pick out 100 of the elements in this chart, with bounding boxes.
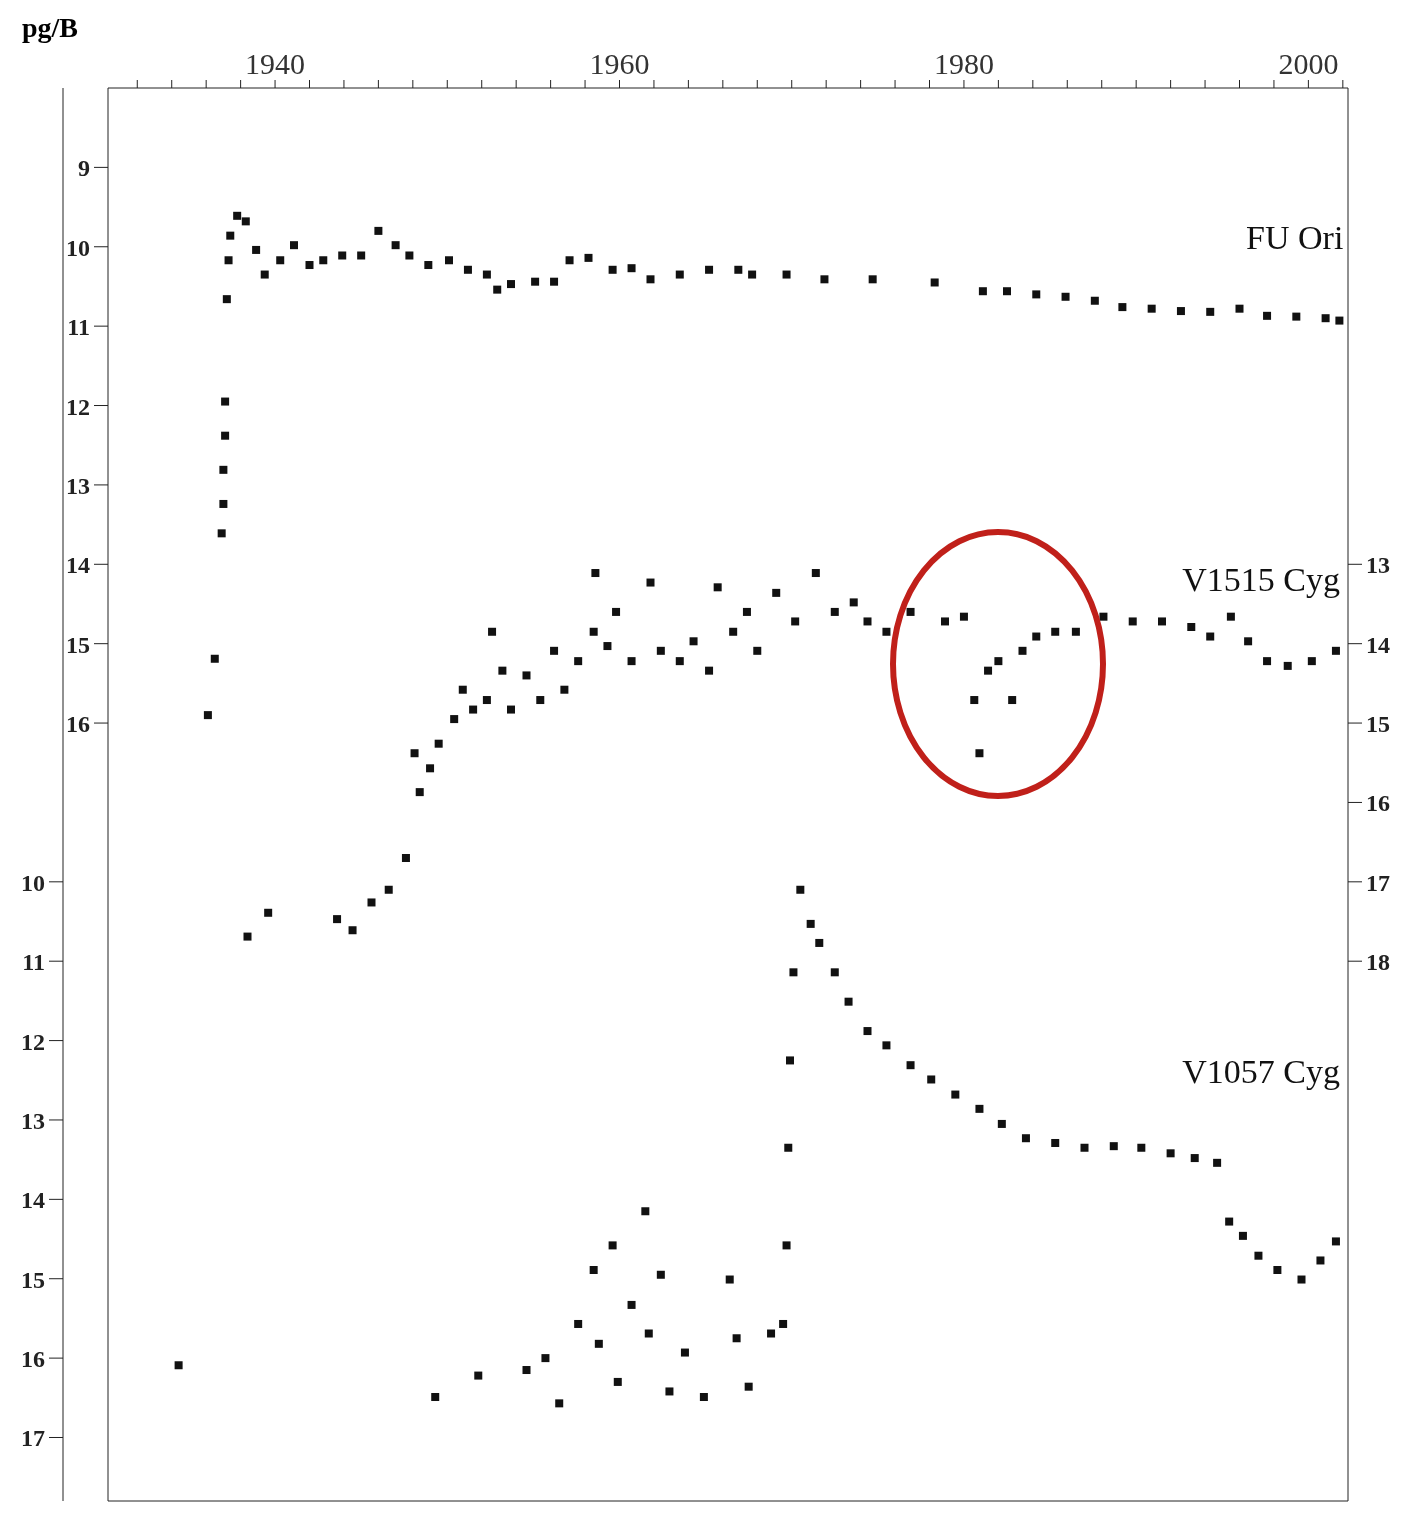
point: [555, 1399, 564, 1408]
point: [374, 226, 383, 235]
point: [815, 938, 824, 947]
point: [221, 397, 230, 406]
point: [699, 1393, 708, 1402]
point: [734, 265, 743, 274]
point: [1118, 303, 1127, 312]
point: [705, 265, 714, 274]
point: [613, 1377, 622, 1386]
point: [1213, 1158, 1222, 1167]
y2-tick-label: 14: [1366, 631, 1390, 658]
point: [1176, 307, 1185, 316]
point: [1235, 304, 1244, 313]
point: [627, 1300, 636, 1309]
point: [608, 265, 617, 274]
point: [319, 256, 328, 265]
point: [748, 270, 757, 279]
x-tick-label: 1960: [589, 47, 650, 80]
y3-tick-label: 13: [21, 1107, 45, 1134]
point: [1263, 311, 1272, 320]
point: [1254, 1251, 1263, 1260]
y-tick-label: 14: [66, 552, 90, 579]
point: [997, 1119, 1006, 1128]
series-label: V1515 Cyg: [1182, 560, 1340, 599]
point: [820, 275, 829, 284]
y-axis-title: pg/B: [22, 12, 79, 44]
y3-tick-label: 10: [21, 869, 45, 896]
point: [507, 280, 515, 289]
point: [1032, 290, 1041, 299]
point: [594, 1339, 603, 1348]
y2-tick-label: 13: [1366, 552, 1390, 579]
point: [1335, 316, 1344, 325]
point: [627, 264, 636, 273]
point: [789, 968, 798, 977]
point: [830, 968, 839, 977]
point: [641, 1207, 650, 1216]
point: [1273, 1266, 1282, 1274]
x-tick-label: 1980: [933, 47, 994, 80]
point: [906, 1061, 915, 1070]
y3-tick-label: 12: [21, 1028, 45, 1055]
point: [260, 270, 269, 279]
x-tick-label: 2000: [1278, 47, 1339, 80]
point: [1003, 287, 1011, 296]
point: [796, 885, 805, 894]
point: [782, 1241, 791, 1250]
point: [951, 1090, 960, 1099]
y-tick-label: 12: [66, 393, 90, 420]
point: [203, 711, 212, 720]
point: [744, 1382, 753, 1391]
series-label: FU Ori: [1246, 218, 1344, 257]
point: [1090, 296, 1099, 305]
point: [784, 1143, 793, 1152]
y3-tick-label: 16: [21, 1346, 45, 1373]
point: [210, 654, 219, 663]
point: [222, 295, 231, 304]
point: [1331, 1237, 1340, 1246]
series-label: V1057 Cyg: [1182, 1052, 1340, 1091]
y3-tick-label: 15: [21, 1266, 45, 1293]
point: [574, 1319, 583, 1328]
point: [1297, 1275, 1306, 1284]
point: [493, 285, 502, 294]
point: [252, 245, 261, 254]
point: [1137, 1143, 1146, 1152]
y3-tick-label: 11: [22, 949, 45, 976]
point: [431, 1393, 440, 1402]
point: [806, 919, 815, 928]
point: [445, 256, 453, 265]
point: [482, 270, 491, 279]
point: [767, 1329, 776, 1338]
point: [1147, 304, 1156, 313]
point: [1166, 1149, 1175, 1158]
point: [1292, 312, 1301, 321]
point: [1051, 1138, 1060, 1147]
point: [1206, 307, 1215, 316]
point: [174, 1361, 183, 1370]
point: [646, 275, 655, 284]
point: [221, 431, 230, 440]
y-tick-label: 11: [67, 314, 90, 341]
y-tick-label: 10: [66, 234, 90, 261]
point: [680, 1348, 689, 1357]
x-tick-label: 1940: [245, 47, 306, 80]
y2-tick-label: 18: [1366, 949, 1390, 976]
point: [978, 287, 987, 296]
y-tick-label: 9: [78, 155, 90, 182]
point: [217, 529, 226, 538]
y-tick-label: 15: [66, 631, 90, 658]
y2-tick-label: 16: [1366, 790, 1390, 817]
point: [531, 277, 540, 286]
point: [665, 1387, 674, 1396]
point: [463, 265, 472, 274]
point: [779, 1319, 788, 1328]
point: [584, 253, 593, 262]
point: [782, 270, 791, 279]
point: [608, 1241, 617, 1250]
point: [1109, 1142, 1118, 1151]
point: [863, 1027, 872, 1036]
point: [391, 241, 400, 250]
point: [786, 1056, 794, 1065]
y-tick-label: 13: [66, 472, 90, 499]
point: [522, 1366, 531, 1375]
